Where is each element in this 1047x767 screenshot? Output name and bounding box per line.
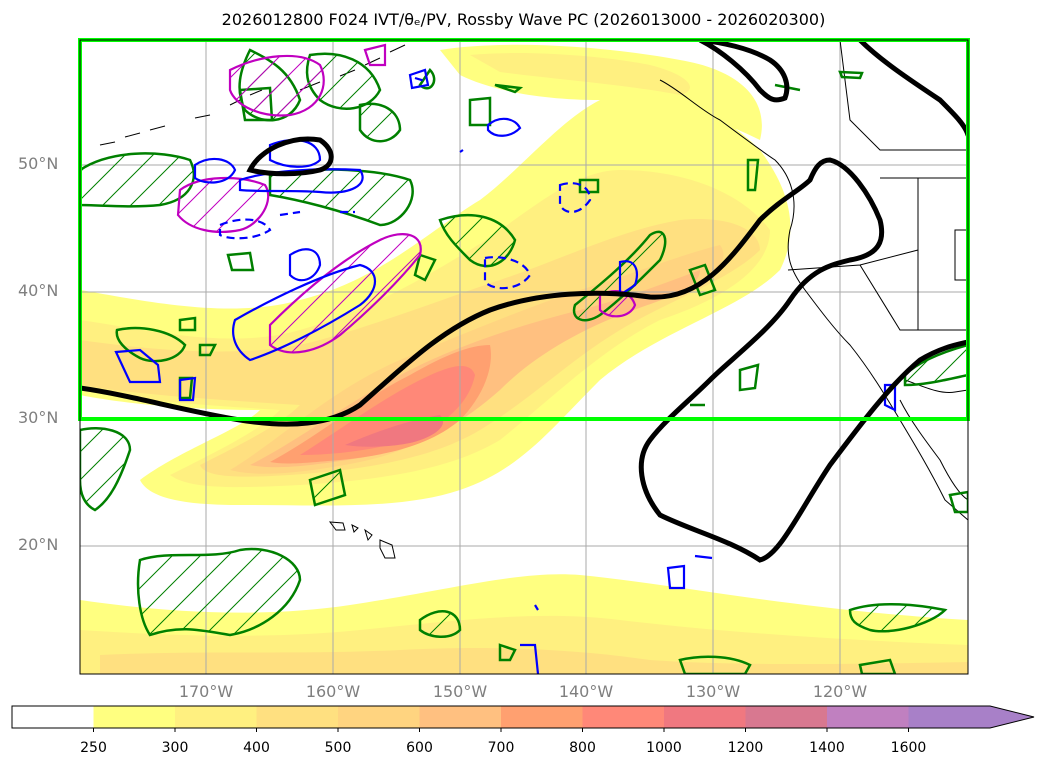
- colorbar-label: 700: [487, 740, 515, 756]
- colorbar: [11, 705, 1035, 732]
- lon-label-150w: 150°W: [432, 682, 488, 701]
- colorbar-segment: [256, 706, 339, 728]
- colorbar-segment: [12, 706, 94, 728]
- colorbar-outline: [11, 705, 1035, 729]
- colorbar-label: 1600: [890, 740, 927, 756]
- lon-label-120w: 120°W: [812, 682, 868, 701]
- colorbar-segment: [501, 706, 583, 728]
- colorbar-segment: [908, 706, 991, 728]
- colorbar-label: 400: [243, 740, 270, 756]
- lon-label-170w: 170°W: [178, 682, 234, 701]
- colorbar-segment: [827, 706, 909, 728]
- lon-label-160w: 160°W: [305, 682, 361, 701]
- colorbar-label: 250: [80, 740, 107, 756]
- colorbar-label: 1400: [809, 740, 845, 756]
- colorbar-segment: [745, 706, 828, 728]
- rossby-wave-contours: [80, 40, 968, 563]
- lat-label-40n: 40°N: [18, 281, 59, 300]
- colorbar-segment: [582, 706, 665, 728]
- colorbar-label: 300: [161, 740, 189, 756]
- colorbar-segment: [93, 706, 176, 728]
- colorbar-segment: [338, 706, 420, 728]
- lat-label-30n: 30°N: [18, 408, 59, 427]
- lon-label-140w: 140°W: [558, 682, 614, 701]
- colorbar-label: 800: [569, 740, 596, 756]
- colorbar-segment: [419, 706, 502, 728]
- map-frame: [79, 39, 969, 675]
- colorbar-extend-arrow: [990, 706, 1034, 728]
- lat-label-50n: 50°N: [18, 154, 59, 173]
- lon-label-130w: 130°W: [685, 682, 741, 701]
- pv-positive-contours: [176, 43, 637, 354]
- colorbar-label: 600: [406, 740, 433, 756]
- colorbar-label: 500: [324, 740, 352, 756]
- colorbar-segment: [664, 706, 746, 728]
- colorbar-label: 1200: [727, 740, 764, 756]
- colorbar-segment: [175, 706, 257, 728]
- colorbar-label: 1000: [646, 740, 682, 756]
- lat-label-20n: 20°N: [18, 535, 59, 554]
- page-title: 2026012800 F024 IVT/θₑ/PV, Rossby Wave P…: [221, 10, 826, 29]
